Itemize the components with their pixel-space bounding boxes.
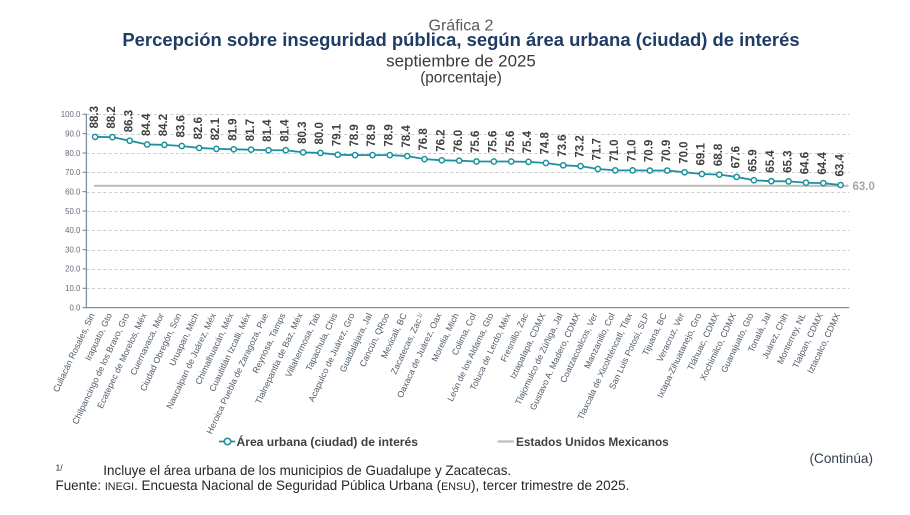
svg-text:40.0: 40.0 — [65, 226, 81, 235]
svg-text:79.1: 79.1 — [332, 123, 344, 146]
svg-text:76.0: 76.0 — [453, 130, 465, 152]
svg-text:81.9: 81.9 — [228, 118, 240, 140]
svg-text:90.0: 90.0 — [65, 129, 81, 138]
svg-text:65.3: 65.3 — [782, 151, 794, 173]
svg-text:Percepción sobre inseguridad p: Percepción sobre inseguridad pública, se… — [122, 29, 799, 50]
svg-text:84.4: 84.4 — [141, 113, 153, 136]
svg-text:78.4: 78.4 — [401, 125, 413, 148]
svg-text:83.6: 83.6 — [176, 115, 188, 137]
svg-text:30.0: 30.0 — [65, 245, 81, 254]
svg-text:81.4: 81.4 — [280, 119, 292, 142]
svg-text:Incluye el área urbana de los: Incluye el área urbana de los municipios… — [103, 463, 511, 478]
svg-text:64.4: 64.4 — [817, 152, 829, 175]
svg-text:50.0: 50.0 — [65, 207, 81, 216]
svg-text:75.4: 75.4 — [522, 130, 534, 153]
svg-text:70.0: 70.0 — [678, 141, 690, 163]
svg-text:10.0: 10.0 — [65, 284, 81, 293]
svg-text:84.2: 84.2 — [158, 114, 170, 136]
svg-text:81.7: 81.7 — [245, 119, 257, 141]
svg-text:88.3: 88.3 — [89, 106, 101, 128]
svg-text:86.3: 86.3 — [123, 110, 135, 132]
svg-text:70.0: 70.0 — [65, 168, 81, 177]
svg-text:70.9: 70.9 — [644, 140, 656, 162]
svg-text:81.4: 81.4 — [262, 119, 274, 142]
svg-text:68.8: 68.8 — [713, 143, 725, 166]
svg-text:88.2: 88.2 — [106, 106, 118, 128]
svg-text:76.2: 76.2 — [436, 129, 448, 151]
svg-text:75.6: 75.6 — [505, 131, 517, 153]
svg-text:80.0: 80.0 — [65, 149, 81, 158]
svg-text:82.1: 82.1 — [210, 117, 222, 140]
svg-text:82.6: 82.6 — [193, 117, 205, 139]
svg-text:71.0: 71.0 — [626, 140, 638, 162]
svg-text:70.9: 70.9 — [661, 140, 673, 162]
svg-text:Estados Unidos Mexicanos: Estados Unidos Mexicanos — [516, 435, 669, 449]
svg-text:74.8: 74.8 — [540, 132, 552, 155]
svg-text:75.6: 75.6 — [488, 131, 500, 153]
svg-text:septiembre de 2025: septiembre de 2025 — [386, 52, 536, 71]
svg-text:80.3: 80.3 — [297, 122, 309, 144]
svg-text:67.6: 67.6 — [730, 146, 742, 168]
svg-text:Área urbana (ciudad) de interé: Área urbana (ciudad) de interés — [237, 434, 419, 449]
svg-text:78.9: 78.9 — [366, 124, 378, 146]
svg-text:78.9: 78.9 — [349, 124, 361, 146]
svg-text:1/: 1/ — [56, 463, 64, 473]
svg-text:65.9: 65.9 — [748, 149, 760, 171]
svg-text:73.6: 73.6 — [557, 134, 569, 156]
svg-text:Gráfica 2: Gráfica 2 — [429, 17, 494, 34]
svg-text:71.7: 71.7 — [592, 138, 604, 160]
svg-text:71.0: 71.0 — [609, 140, 621, 162]
svg-text:100.0: 100.0 — [61, 110, 81, 119]
svg-text:60.0: 60.0 — [65, 187, 81, 196]
svg-text:63.0: 63.0 — [853, 181, 875, 193]
svg-text:64.6: 64.6 — [800, 152, 812, 174]
svg-text:(porcentaje): (porcentaje) — [420, 69, 502, 86]
svg-text:63.4: 63.4 — [834, 154, 846, 177]
svg-text:20.0: 20.0 — [65, 265, 81, 274]
svg-text:76.8: 76.8 — [418, 128, 430, 151]
svg-text:78.9: 78.9 — [384, 124, 396, 146]
svg-text:Fuente: INEGI. Encuesta Nacion: Fuente: INEGI. Encuesta Nacional de Segu… — [56, 478, 630, 493]
svg-text:(Continúa): (Continúa) — [810, 451, 873, 466]
svg-text:0.0: 0.0 — [69, 303, 81, 312]
svg-text:65.4: 65.4 — [765, 150, 777, 173]
svg-text:75.6: 75.6 — [470, 131, 482, 153]
svg-text:80.0: 80.0 — [314, 122, 326, 144]
svg-text:69.1: 69.1 — [696, 143, 708, 166]
svg-text:73.2: 73.2 — [574, 135, 586, 157]
